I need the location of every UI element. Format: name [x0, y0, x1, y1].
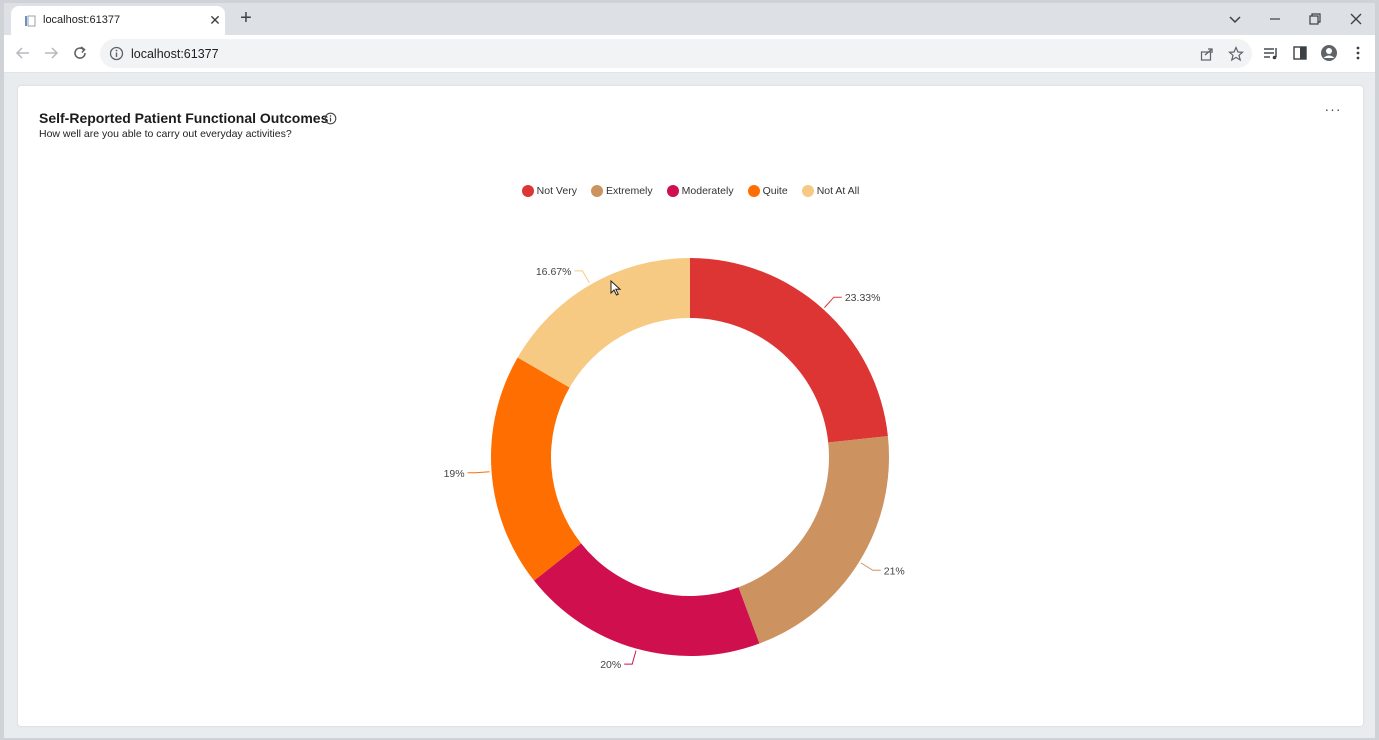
mouse-cursor-icon: [610, 280, 622, 296]
chart-card: Self-Reported Patient Functional Outcome…: [18, 86, 1363, 726]
leader-line-not-very: [824, 296, 842, 308]
donut-slice-quite[interactable]: [491, 357, 582, 581]
leader-line-extremely: [860, 562, 881, 571]
forward-arrow-icon[interactable]: [42, 44, 60, 62]
legend-label: Extremely: [605, 185, 653, 197]
legend-swatch: [666, 185, 679, 197]
data-label-moderately: 20%: [600, 659, 621, 671]
reading-list-icon[interactable]: [1262, 44, 1280, 62]
new-tab-button[interactable]: +: [240, 7, 252, 29]
browser-toolbar: localhost:61377: [4, 35, 1375, 73]
tab-strip: localhost:61377 ✕ +: [4, 3, 1375, 35]
legend-item-not-at-all[interactable]: Not At All: [801, 185, 860, 197]
donut-slice-not-very[interactable]: [690, 258, 888, 443]
legend-label: Not At All: [816, 185, 860, 197]
legend-item-moderately[interactable]: Moderately: [666, 185, 734, 197]
browser-window: localhost:61377 ✕ +: [4, 3, 1375, 738]
donut-slice-moderately[interactable]: [534, 543, 760, 657]
url-text[interactable]: localhost:61377: [131, 47, 219, 61]
legend-swatch: [747, 185, 760, 197]
browser-menu-icon[interactable]: [1349, 44, 1367, 62]
site-info-icon[interactable]: [109, 46, 124, 61]
page-content: Self-Reported Patient Functional Outcome…: [4, 73, 1375, 738]
data-label-not-very: 23.33%: [845, 292, 881, 304]
minimize-icon[interactable]: [1265, 9, 1285, 29]
legend-label: Moderately: [681, 185, 734, 197]
donut-slice-not-at-all[interactable]: [517, 258, 690, 388]
chart-title: Self-Reported Patient Functional Outcome…: [39, 110, 329, 126]
leader-line-quite: [467, 471, 490, 474]
close-tab-icon[interactable]: ✕: [209, 12, 221, 28]
data-label-quite: 19%: [444, 468, 465, 480]
legend-swatch: [521, 185, 534, 197]
legend-swatch: [801, 185, 814, 197]
legend-label: Quite: [762, 185, 788, 197]
restore-icon[interactable]: [1305, 9, 1325, 29]
bookmark-star-icon[interactable]: [1228, 46, 1244, 62]
address-bar[interactable]: localhost:61377: [100, 39, 1252, 68]
share-icon[interactable]: [1199, 46, 1215, 62]
reload-icon[interactable]: [71, 44, 89, 62]
donut-slice-extremely[interactable]: [738, 436, 890, 644]
chart-subtitle: How well are you able to carry out every…: [39, 128, 292, 140]
legend-item-quite[interactable]: Quite: [747, 185, 788, 197]
chart-legend: Not Very Extremely Moderately Quite Not At A…: [18, 182, 1363, 200]
data-label-extremely: 21%: [884, 565, 905, 577]
browser-tab[interactable]: localhost:61377 ✕: [11, 6, 225, 35]
legend-item-extremely[interactable]: Extremely: [590, 185, 653, 197]
info-icon[interactable]: [324, 112, 337, 125]
tab-search-icon[interactable]: [1225, 9, 1245, 29]
leader-line-not-at-all: [574, 270, 590, 284]
donut-chart: 23.33% 21% 20% 19% 16.67%: [444, 258, 905, 671]
data-label-not-at-all: 16.67%: [536, 266, 572, 278]
page-favicon-icon: [25, 15, 36, 27]
close-window-icon[interactable]: [1346, 9, 1366, 29]
legend-swatch: [590, 185, 603, 197]
tab-title: localhost:61377: [43, 14, 121, 26]
side-panel-icon[interactable]: [1291, 44, 1309, 62]
leader-line-moderately: [624, 650, 637, 665]
legend-label: Not Very: [536, 185, 577, 197]
back-arrow-icon[interactable]: [14, 44, 32, 62]
more-options-button[interactable]: ···: [1324, 101, 1342, 117]
legend-item-not-very[interactable]: Not Very: [521, 185, 577, 197]
profile-avatar-icon[interactable]: [1320, 44, 1338, 62]
